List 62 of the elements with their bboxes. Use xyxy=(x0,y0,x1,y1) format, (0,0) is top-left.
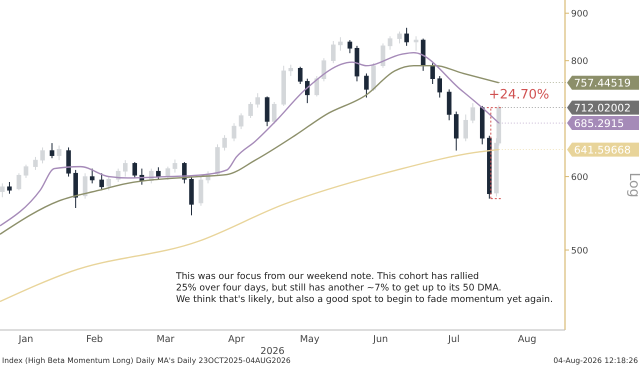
y-tick-label: 600 xyxy=(571,173,588,184)
candlestick xyxy=(404,27,409,46)
annotation: 712.02002 xyxy=(574,102,631,115)
candlestick xyxy=(380,42,386,68)
candlestick xyxy=(454,111,459,152)
x-tick-label: Feb xyxy=(86,334,103,345)
x-tick-label: Jan xyxy=(18,334,34,345)
candlestick xyxy=(272,102,277,124)
candlestick xyxy=(82,172,88,200)
candlestick xyxy=(388,36,392,50)
annotation: +24.70% xyxy=(488,88,550,103)
x-tick-label: Apr xyxy=(228,334,245,345)
candlestick xyxy=(99,172,104,191)
data-label: 641.59668 xyxy=(574,144,631,157)
candlestick xyxy=(33,156,38,170)
candlestick xyxy=(463,114,468,142)
candlestick xyxy=(7,181,12,194)
candlestick xyxy=(50,142,54,159)
candlestick xyxy=(232,122,236,142)
annotation: This was our focus from our weekend note. This cohort has rallied 25% over four days, but still has another ~7% to get up to its 50 DMA. We think that's likely, but also a good spot to begin to fade momentum yet again. xyxy=(175,271,553,305)
candlestick xyxy=(16,172,22,191)
y-tick-label: 800 xyxy=(571,57,588,68)
candlestick xyxy=(24,164,28,178)
candlestick xyxy=(40,146,45,164)
candlestick xyxy=(397,31,402,44)
candlestick xyxy=(248,102,253,118)
candlestick xyxy=(198,176,204,206)
candlestick xyxy=(364,72,369,98)
candlestick xyxy=(255,92,260,108)
candlestick xyxy=(66,146,71,178)
candlestick xyxy=(264,96,270,127)
candlestick xyxy=(437,76,442,98)
candlestick xyxy=(470,102,476,124)
candlestick xyxy=(0,182,5,198)
candlestick xyxy=(430,62,435,84)
candlestick xyxy=(288,64,294,77)
candlestick xyxy=(172,158,178,174)
x-tick-label: Jun xyxy=(372,334,388,345)
candlestick xyxy=(238,112,244,130)
x-tick-label: Aug xyxy=(518,334,536,345)
candlestick xyxy=(371,62,376,92)
y-tick-label: 500 xyxy=(571,246,588,257)
candlestick xyxy=(122,160,128,178)
candlestick xyxy=(446,88,452,121)
y-tick-label: 900 xyxy=(571,10,588,20)
x-axis-title: 2026 xyxy=(260,346,285,357)
data-label: 685.2915 xyxy=(574,118,624,130)
candlestick xyxy=(298,66,303,84)
candlestick xyxy=(132,162,138,178)
candlestick xyxy=(414,36,418,52)
y-axis-title: Log xyxy=(626,172,640,198)
candlestick xyxy=(222,134,227,152)
candlestick xyxy=(331,40,336,64)
x-tick-label: Jul xyxy=(447,334,460,345)
x-tick-label: Mar xyxy=(156,334,175,345)
data-label: 757.44519 xyxy=(574,78,631,90)
candlestick xyxy=(90,168,94,184)
x-tick-label: May xyxy=(300,334,320,345)
candlestick xyxy=(348,40,352,54)
candlestick xyxy=(56,145,62,161)
candlestick xyxy=(338,36,343,52)
candlestick xyxy=(106,176,112,191)
